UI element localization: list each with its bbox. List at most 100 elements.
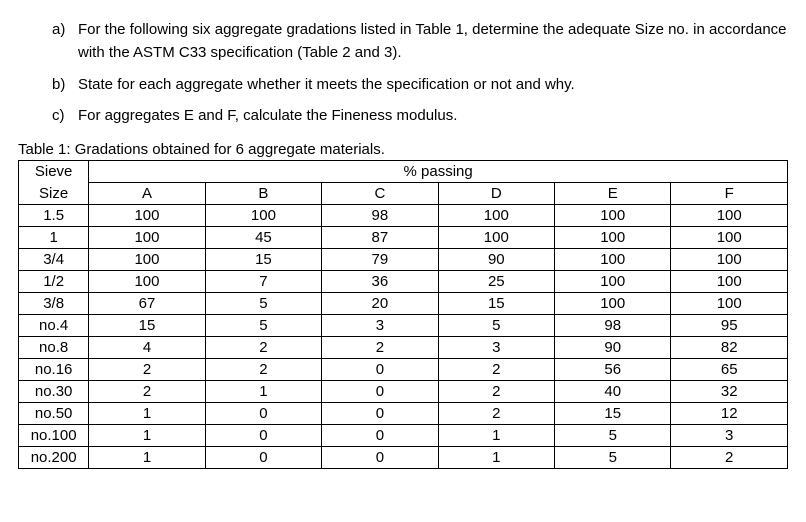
value-cell: 100 <box>555 293 671 315</box>
sieve-size-cell: no.50 <box>19 403 89 425</box>
sieve-size-cell: 3/4 <box>19 249 89 271</box>
value-cell: 20 <box>322 293 438 315</box>
table-row: Size A B C D E F <box>19 183 788 205</box>
value-cell: 1 <box>205 381 321 403</box>
sieve-size-cell: no.30 <box>19 381 89 403</box>
value-cell: 0 <box>205 447 321 469</box>
question-text: For the following six aggregate gradatio… <box>78 18 788 65</box>
value-cell: 2 <box>322 337 438 359</box>
sieve-size-cell: 1/2 <box>19 271 89 293</box>
header-percent-passing: % passing <box>89 161 788 183</box>
sieve-size-cell: no.4 <box>19 315 89 337</box>
value-cell: 1 <box>89 425 205 447</box>
value-cell: 95 <box>671 315 788 337</box>
sieve-size-cell: no.16 <box>19 359 89 381</box>
value-cell: 100 <box>89 205 205 227</box>
gradation-table: Sieve % passing Size A B C D E F 1.51001… <box>18 160 788 469</box>
value-cell: 5 <box>555 425 671 447</box>
value-cell: 100 <box>438 205 554 227</box>
value-cell: 100 <box>438 227 554 249</box>
value-cell: 90 <box>438 249 554 271</box>
table-row: no.3021024032 <box>19 381 788 403</box>
value-cell: 40 <box>555 381 671 403</box>
value-cell: 4 <box>89 337 205 359</box>
value-cell: 100 <box>555 271 671 293</box>
value-cell: 100 <box>671 205 788 227</box>
value-cell: 0 <box>322 381 438 403</box>
table-row: no.4155359895 <box>19 315 788 337</box>
table-row: Sieve % passing <box>19 161 788 183</box>
question-item: b) State for each aggregate whether it m… <box>52 73 788 96</box>
sieve-size-cell: no.8 <box>19 337 89 359</box>
header-sieve-bottom: Size <box>19 183 89 205</box>
value-cell: 2 <box>438 403 554 425</box>
value-cell: 5 <box>555 447 671 469</box>
value-cell: 15 <box>555 403 671 425</box>
value-cell: 1 <box>89 447 205 469</box>
value-cell: 100 <box>671 293 788 315</box>
value-cell: 87 <box>322 227 438 249</box>
value-cell: 15 <box>205 249 321 271</box>
value-cell: 98 <box>555 315 671 337</box>
table-row: 3/86752015100100 <box>19 293 788 315</box>
table-body: 1.510010098100100100110045871001001003/4… <box>19 205 788 469</box>
value-cell: 2 <box>438 381 554 403</box>
question-item: a) For the following six aggregate grada… <box>52 18 788 65</box>
question-text: State for each aggregate whether it meet… <box>78 73 788 96</box>
question-item: c) For aggregates E and F, calculate the… <box>52 104 788 127</box>
sieve-size-cell: 1.5 <box>19 205 89 227</box>
value-cell: 65 <box>671 359 788 381</box>
value-cell: 98 <box>322 205 438 227</box>
header-aggregate: D <box>438 183 554 205</box>
table-row: no.842239082 <box>19 337 788 359</box>
table-row: no.100100153 <box>19 425 788 447</box>
header-aggregate: C <box>322 183 438 205</box>
question-marker: b) <box>52 73 78 96</box>
value-cell: 100 <box>555 227 671 249</box>
value-cell: 3 <box>322 315 438 337</box>
value-cell: 100 <box>205 205 321 227</box>
value-cell: 25 <box>438 271 554 293</box>
table-row: 1.510010098100100100 <box>19 205 788 227</box>
value-cell: 2 <box>438 359 554 381</box>
header-aggregate: A <box>89 183 205 205</box>
header-aggregate: F <box>671 183 788 205</box>
question-marker: a) <box>52 18 78 65</box>
value-cell: 100 <box>89 249 205 271</box>
value-cell: 56 <box>555 359 671 381</box>
value-cell: 100 <box>671 249 788 271</box>
value-cell: 1 <box>438 425 554 447</box>
value-cell: 7 <box>205 271 321 293</box>
value-cell: 5 <box>205 315 321 337</box>
value-cell: 0 <box>322 359 438 381</box>
value-cell: 100 <box>89 271 205 293</box>
header-aggregate: E <box>555 183 671 205</box>
value-cell: 1 <box>89 403 205 425</box>
table-row: 1/210073625100100 <box>19 271 788 293</box>
value-cell: 45 <box>205 227 321 249</box>
question-marker: c) <box>52 104 78 127</box>
value-cell: 0 <box>322 425 438 447</box>
table-head: Sieve % passing Size A B C D E F <box>19 161 788 205</box>
value-cell: 82 <box>671 337 788 359</box>
value-cell: 2 <box>671 447 788 469</box>
value-cell: 36 <box>322 271 438 293</box>
value-cell: 1 <box>438 447 554 469</box>
page: a) For the following six aggregate grada… <box>0 0 806 487</box>
value-cell: 5 <box>438 315 554 337</box>
value-cell: 100 <box>555 205 671 227</box>
table-row: no.200100152 <box>19 447 788 469</box>
table-row: no.5010021512 <box>19 403 788 425</box>
value-cell: 67 <box>89 293 205 315</box>
table-row: 3/4100157990100100 <box>19 249 788 271</box>
value-cell: 12 <box>671 403 788 425</box>
value-cell: 100 <box>555 249 671 271</box>
value-cell: 0 <box>322 403 438 425</box>
question-text: For aggregates E and F, calculate the Fi… <box>78 104 788 127</box>
value-cell: 0 <box>205 403 321 425</box>
value-cell: 2 <box>89 381 205 403</box>
question-list: a) For the following six aggregate grada… <box>18 18 788 127</box>
value-cell: 100 <box>671 227 788 249</box>
value-cell: 0 <box>205 425 321 447</box>
sieve-size-cell: 3/8 <box>19 293 89 315</box>
